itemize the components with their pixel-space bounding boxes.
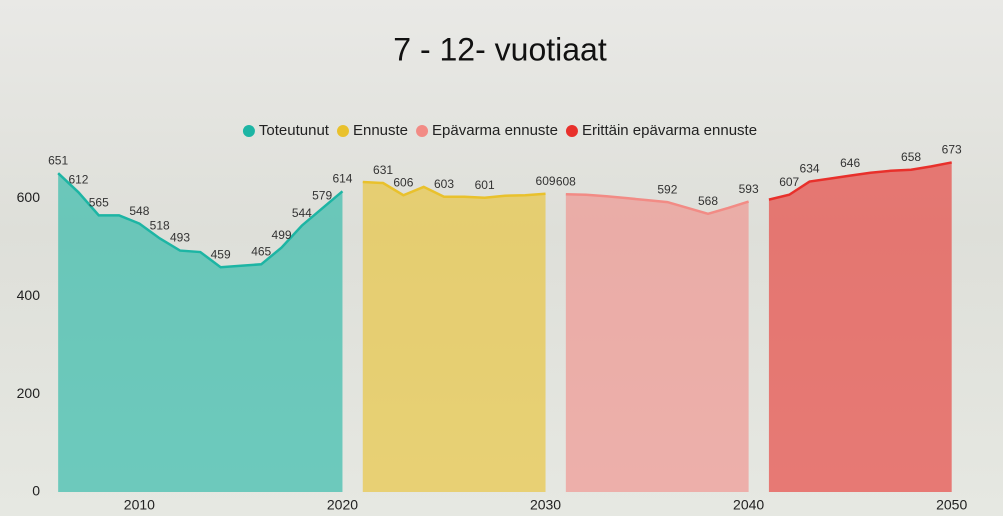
data-label: 603 <box>434 177 454 191</box>
area <box>769 162 952 492</box>
data-label: 614 <box>332 171 352 185</box>
data-label: 651 <box>48 153 68 167</box>
data-label: 518 <box>150 219 170 233</box>
data-label: 544 <box>292 206 312 220</box>
data-label: 459 <box>211 247 231 261</box>
legend-label: Epävarma ennuste <box>432 122 558 139</box>
x-tick-label: 2050 <box>936 497 967 513</box>
y-tick-label: 200 <box>17 385 41 401</box>
legend-marker <box>243 125 255 137</box>
legend-marker <box>337 125 349 137</box>
chart-title: 7 - 12- vuotiaat <box>393 31 607 67</box>
area <box>566 194 749 492</box>
data-label: 601 <box>475 178 495 192</box>
legend-marker <box>566 125 578 137</box>
data-label: 548 <box>129 204 149 218</box>
x-tick-label: 2030 <box>530 497 561 513</box>
data-label: 673 <box>942 143 962 157</box>
data-label: 606 <box>393 175 413 189</box>
data-label: 493 <box>170 231 190 245</box>
data-label: 646 <box>840 156 860 170</box>
data-label: 565 <box>89 195 109 209</box>
data-label: 631 <box>373 163 393 177</box>
data-label: 592 <box>657 182 677 196</box>
legend-label: Toteutunut <box>259 122 330 139</box>
legend-marker <box>416 125 428 137</box>
data-label: 499 <box>272 228 292 242</box>
data-label: 609 <box>536 174 556 188</box>
legend-label: Ennuste <box>353 122 408 139</box>
area <box>363 182 546 492</box>
data-label: 568 <box>698 194 718 208</box>
data-label: 658 <box>901 150 921 164</box>
y-tick-label: 600 <box>17 189 41 205</box>
y-tick-label: 0 <box>32 483 40 499</box>
x-tick-label: 2040 <box>733 497 764 513</box>
data-label: 607 <box>779 175 799 189</box>
data-label: 593 <box>739 182 759 196</box>
data-label: 634 <box>800 162 820 176</box>
legend-label: Erittäin epävarma ennuste <box>582 122 757 139</box>
data-label: 579 <box>312 189 332 203</box>
y-tick-label: 400 <box>17 287 41 303</box>
chart: 7 - 12- vuotiaat 0 200 400 600 2010 2020 2030 2… <box>0 0 1003 516</box>
data-label: 465 <box>251 244 271 258</box>
area <box>58 173 342 492</box>
data-label: 608 <box>556 174 576 188</box>
data-label: 612 <box>68 172 88 186</box>
x-tick-label: 2010 <box>124 497 155 513</box>
x-tick-label: 2020 <box>327 497 358 513</box>
